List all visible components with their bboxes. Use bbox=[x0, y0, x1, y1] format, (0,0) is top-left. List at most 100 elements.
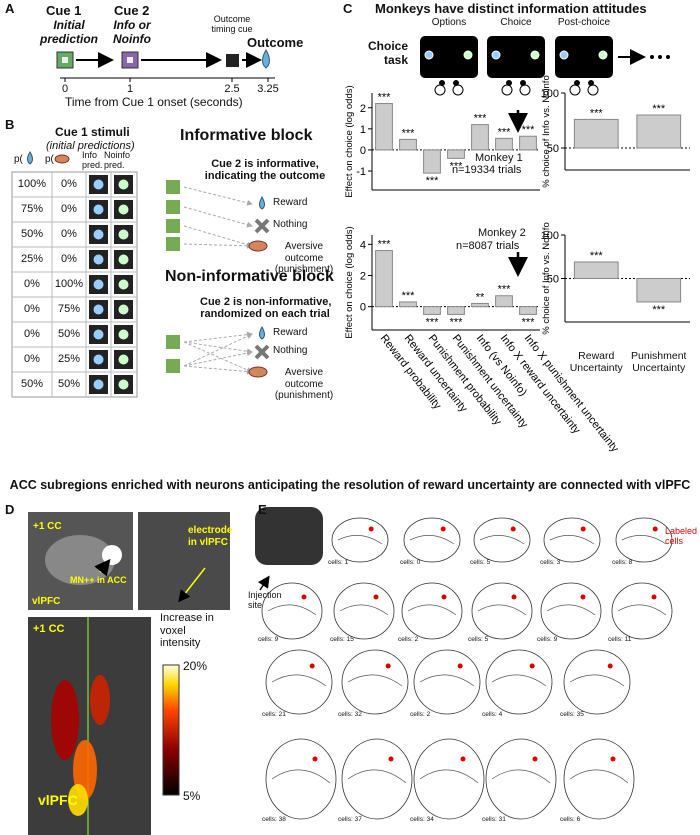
sulcus bbox=[271, 674, 327, 687]
sulcus bbox=[409, 535, 455, 545]
title: Cue 1 stimuli bbox=[55, 125, 130, 139]
labeled-cells bbox=[652, 526, 658, 532]
panel-label: E bbox=[258, 502, 267, 517]
cell: 50% bbox=[20, 378, 44, 390]
cell: 0% bbox=[61, 228, 77, 240]
sulcus bbox=[271, 769, 331, 784]
significance-label: ** bbox=[476, 292, 485, 304]
option bbox=[530, 50, 540, 60]
outcome-label: Aversive outcome (punishment) bbox=[274, 241, 334, 275]
cell-count: cells: 34 bbox=[410, 816, 434, 823]
sulcus bbox=[569, 769, 629, 784]
bar bbox=[573, 261, 619, 280]
sulcus bbox=[491, 674, 547, 687]
stimulus-shape bbox=[93, 204, 104, 215]
headline: ACC subregions enriched with neurons ant… bbox=[9, 478, 691, 492]
cell-count: cells: 9 bbox=[537, 636, 558, 643]
sulcus bbox=[546, 604, 596, 616]
significance-label: *** bbox=[450, 160, 464, 172]
annotation: Monkey 2 bbox=[478, 227, 526, 239]
mn-spot bbox=[102, 545, 122, 565]
bar bbox=[399, 301, 417, 308]
brain-slice bbox=[403, 517, 461, 563]
labeled-cells bbox=[460, 756, 466, 762]
dashed-arrow bbox=[183, 225, 253, 248]
y-axis-label: Effect on choice (log odds) bbox=[344, 226, 355, 338]
labeled-cells bbox=[441, 594, 447, 600]
image-label: MN++ in ACC bbox=[70, 575, 127, 585]
labeled-cells bbox=[580, 526, 586, 532]
hand-icon bbox=[248, 366, 268, 378]
bar bbox=[495, 137, 513, 151]
cell-count: cells: 5 bbox=[470, 559, 491, 566]
y-tick-label: 4 bbox=[360, 239, 366, 251]
brain-slice bbox=[540, 582, 602, 640]
y-axis-label: % choice of Info vs. Noinfo bbox=[541, 222, 552, 334]
brain-slice bbox=[485, 649, 553, 715]
significance-label: *** bbox=[426, 316, 440, 328]
injection-image bbox=[255, 507, 323, 565]
stimulus-shape bbox=[93, 329, 104, 340]
cue-label: Cue 1 bbox=[46, 3, 82, 18]
joystick bbox=[453, 80, 459, 86]
labeled-cells bbox=[309, 663, 315, 669]
y-tick-label: 1 bbox=[360, 124, 366, 136]
bar bbox=[471, 124, 489, 151]
block-text: Cue 2 is informative, bbox=[211, 158, 319, 170]
y-axis-label: % choice of Info vs. Noinfo bbox=[541, 75, 552, 187]
joystick bbox=[520, 80, 526, 86]
cell-count: cells: 21 bbox=[262, 711, 286, 718]
cell: 25% bbox=[57, 353, 81, 365]
cue2-image bbox=[166, 200, 180, 214]
dashed-arrow bbox=[183, 333, 253, 367]
cell-count: cells: 4 bbox=[482, 711, 503, 718]
cell: 0% bbox=[24, 353, 40, 365]
brain-slice bbox=[331, 517, 389, 563]
y-axis-label: Effect on choice (log odds) bbox=[344, 85, 355, 197]
subtitle: (initial predictions) bbox=[46, 140, 135, 152]
image-label: electrode in vlPFC bbox=[188, 525, 233, 548]
option bbox=[463, 50, 473, 60]
cell-count: cells: 2 bbox=[398, 636, 419, 643]
cell: 0% bbox=[24, 303, 40, 315]
significance-label: *** bbox=[498, 284, 512, 296]
labeled-cells bbox=[511, 594, 517, 600]
cell: 50% bbox=[57, 328, 81, 340]
sulcus bbox=[621, 535, 667, 545]
screen-label: Options bbox=[431, 17, 467, 28]
annotation: Monkey 1 bbox=[475, 152, 523, 164]
cue-label: Outcome timing cue bbox=[211, 14, 253, 35]
header: Info pred. bbox=[82, 150, 103, 171]
cell-count: cells: 9 bbox=[258, 636, 279, 643]
bar bbox=[447, 306, 465, 315]
block-title: Non-informative block bbox=[165, 268, 334, 285]
brain-slice bbox=[413, 738, 485, 820]
labeled-cells bbox=[440, 526, 446, 532]
screen-label: Choice bbox=[500, 17, 532, 28]
significance-label: *** bbox=[378, 239, 392, 251]
sulcus bbox=[267, 604, 317, 616]
sulcus bbox=[347, 674, 403, 687]
bar bbox=[636, 278, 682, 303]
pointer bbox=[94, 558, 111, 577]
screen-label: Post-choice bbox=[557, 17, 611, 28]
outcome-label: Nothing bbox=[273, 345, 308, 356]
sulcus bbox=[479, 535, 525, 545]
labeled-cells bbox=[529, 663, 535, 669]
stimulus-shape bbox=[118, 354, 129, 365]
stimulus-shape bbox=[118, 379, 129, 390]
brain-slice bbox=[485, 738, 557, 820]
dashed-arrow bbox=[183, 365, 253, 375]
activation-blob bbox=[51, 680, 79, 760]
x-icon bbox=[254, 344, 270, 360]
hand bbox=[434, 84, 446, 96]
significance-label: *** bbox=[652, 304, 666, 316]
tick-label: 2.5 bbox=[224, 83, 240, 95]
bar bbox=[471, 303, 489, 308]
tick-label: 1 bbox=[126, 83, 134, 95]
cell-count: cells: 2 bbox=[410, 711, 431, 718]
cell: 0% bbox=[61, 203, 77, 215]
labeled-cells bbox=[457, 663, 463, 669]
stimulus-shape bbox=[93, 279, 104, 290]
